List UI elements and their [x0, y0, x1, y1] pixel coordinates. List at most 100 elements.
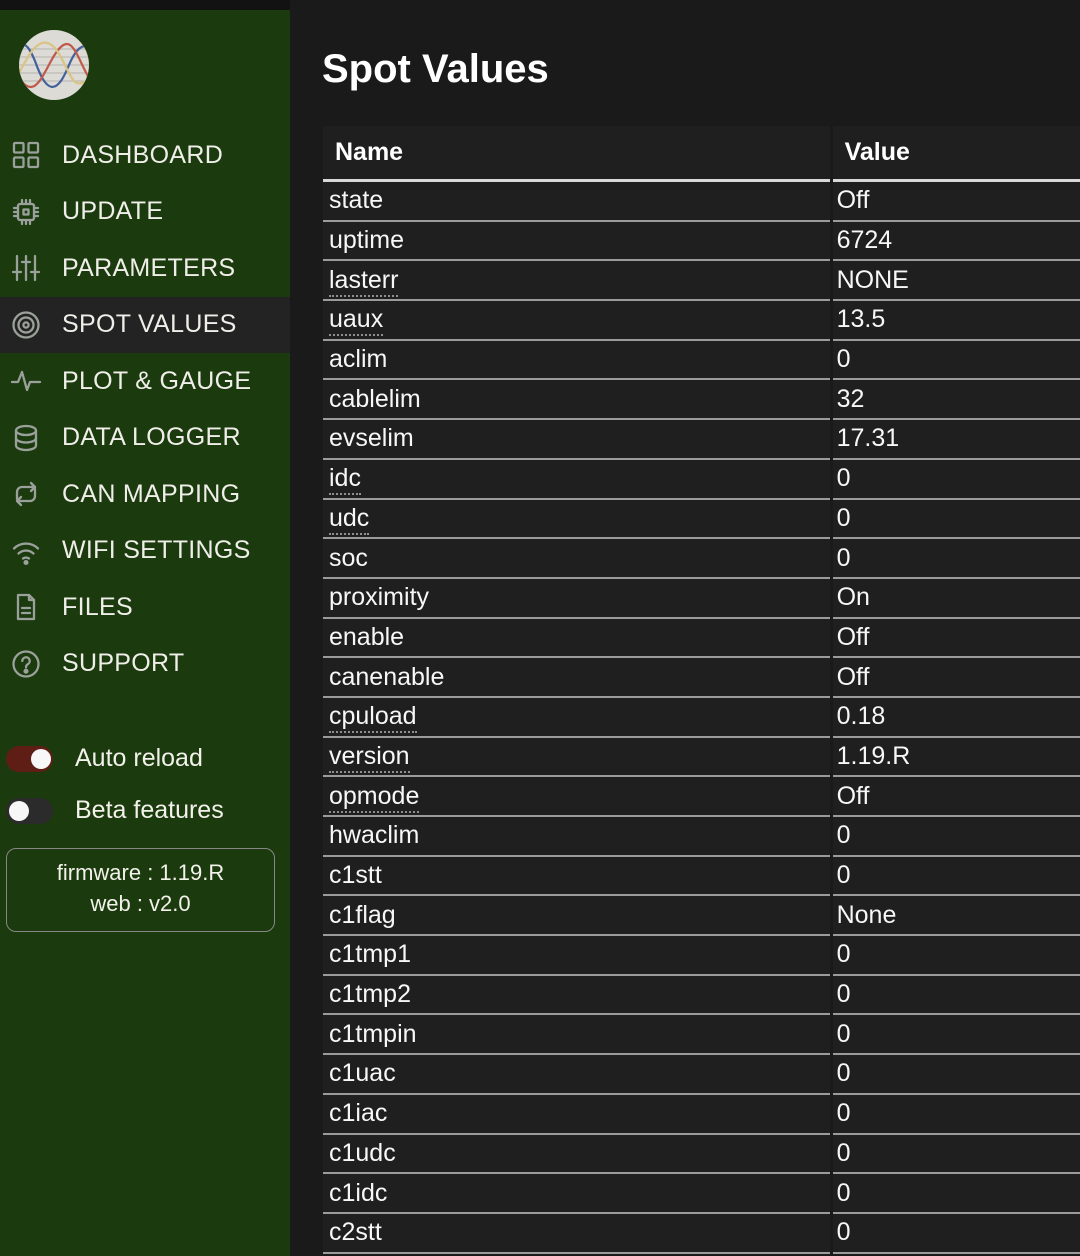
spot-name: canenable [329, 662, 445, 691]
spot-name: version [329, 741, 410, 773]
spot-value-cell: 0 [832, 936, 1080, 976]
firmware-version-box: firmware : 1.19.R web : v2.0 [6, 848, 275, 932]
spot-name: uptime [329, 226, 405, 255]
sidebar-item-label: SPOT VALUES [62, 310, 237, 339]
beta-features-toggle[interactable] [6, 797, 53, 824]
table-row: state Off [323, 182, 1080, 222]
table-row: c1iac 0 [323, 1094, 1080, 1135]
database-icon [10, 422, 42, 454]
spot-value-cell: 17.31 [832, 420, 1080, 460]
table-row: proximity On [323, 578, 1080, 619]
sidebar-item-update[interactable]: UPDATE [0, 184, 290, 241]
spot-name-cell: hwaclim [323, 817, 830, 857]
spot-name: cpuload [329, 702, 417, 734]
question-icon [10, 648, 42, 680]
auto-reload-toggle[interactable] [6, 745, 53, 772]
spot-name-cell: enable [323, 618, 830, 659]
spot-value-cell: 1.19.R [832, 737, 1080, 778]
table-row: c1tmp1 0 [323, 936, 1080, 976]
spot-name: c1flag [329, 900, 396, 929]
sidebar-item-label: PARAMETERS [62, 253, 236, 282]
table-row: evselim 17.31 [323, 420, 1080, 460]
spot-value-cell: 13.5 [832, 301, 1080, 341]
beta-features-toggle-label: Beta features [75, 796, 224, 824]
toggle-knob [9, 800, 29, 821]
sidebar-item-data-logger[interactable]: DATA LOGGER [0, 410, 290, 467]
spot-name: c1stt [329, 861, 382, 890]
sidebar-item-wifi-settings[interactable]: WIFI SETTINGS [0, 523, 290, 580]
spot-name-cell: c1tmpin [323, 1015, 830, 1056]
spot-name: c1uac [329, 1059, 396, 1088]
table-row: c1tmp2 0 [323, 975, 1080, 1016]
sidebar: DASHBOARD UPDATE PARAMETERS SPOT VALUES PLOT… [0, 10, 290, 1256]
table-row: c2stt 0 [323, 1213, 1080, 1254]
spot-name-cell: c1uac [323, 1055, 830, 1095]
spot-value-cell: 0 [832, 1094, 1080, 1135]
spot-value-cell: None [832, 896, 1080, 937]
sidebar-item-spot-values[interactable]: SPOT VALUES [0, 296, 290, 353]
column-header-name: Name [323, 126, 830, 182]
pulse-icon [10, 365, 42, 397]
page-title: Spot Values [322, 47, 549, 91]
spot-name: enable [329, 622, 405, 651]
table-row: udc 0 [323, 499, 1080, 540]
table-row: c1udc 0 [323, 1134, 1080, 1175]
sidebar-item-label: CAN MAPPING [62, 479, 241, 508]
spot-name-cell: aclim [323, 340, 830, 381]
spot-name: soc [329, 543, 368, 572]
chip-icon [10, 196, 42, 228]
table-row: canenable Off [323, 658, 1080, 698]
table-row: c1stt 0 [323, 856, 1080, 897]
file-icon [10, 591, 42, 623]
spot-name: proximity [329, 583, 430, 612]
spot-name-cell: cablelim [323, 380, 830, 421]
sidebar-item-can-mapping[interactable]: CAN MAPPING [0, 466, 290, 523]
column-header-value: Value [832, 126, 1080, 182]
spot-name-cell: soc [323, 539, 830, 579]
table-row: uptime 6724 [323, 221, 1080, 262]
spot-name-cell: canenable [323, 658, 830, 698]
firmware-version-line: firmware : 1.19.R [56, 860, 225, 885]
sidebar-nav: DASHBOARD UPDATE PARAMETERS SPOT VALUES PLOT… [0, 127, 290, 692]
spot-value-cell: 0 [832, 1134, 1080, 1175]
spot-name-cell: c1stt [323, 856, 830, 897]
spot-name-cell: c1tmp2 [323, 975, 830, 1016]
spot-name: udc [329, 503, 370, 535]
sidebar-item-label: SUPPORT [62, 649, 185, 678]
spot-name-cell: state [323, 182, 830, 222]
spot-value-cell: 0 [832, 817, 1080, 857]
spot-name-cell: idc [323, 459, 830, 500]
sidebar-item-files[interactable]: FILES [0, 579, 290, 636]
sidebar-item-dashboard[interactable]: DASHBOARD [0, 127, 290, 184]
spot-name: c2stt [329, 1218, 382, 1247]
spot-name: hwaclim [329, 821, 420, 850]
spot-value-cell: 0 [832, 340, 1080, 381]
sidebar-item-label: UPDATE [62, 197, 164, 226]
sidebar-item-parameters[interactable]: PARAMETERS [0, 240, 290, 297]
table-row: c1uac 0 [323, 1055, 1080, 1095]
wifi-icon [10, 535, 42, 567]
dashboard-icon [10, 139, 42, 171]
spot-name: c1tmp1 [329, 940, 411, 969]
spot-value-cell: 0 [832, 1213, 1080, 1254]
toggle-knob [31, 748, 51, 769]
spot-value-cell: 0 [832, 1055, 1080, 1095]
spot-name: cablelim [329, 384, 421, 413]
sidebar-item-label: PLOT & GAUGE [62, 366, 252, 395]
table-row: cpuload 0.18 [323, 697, 1080, 738]
sidebar-item-plot-gauge[interactable]: PLOT & GAUGE [0, 353, 290, 410]
table-row: uaux 13.5 [323, 301, 1080, 341]
spot-name-cell: c1tmp1 [323, 936, 830, 976]
spot-name-cell: uaux [323, 301, 830, 341]
table-row: enable Off [323, 618, 1080, 659]
repeat-icon [10, 478, 42, 510]
beta-features-toggle-row: Beta features [6, 796, 290, 825]
spot-name: c1iac [329, 1099, 388, 1128]
spot-name: uaux [329, 305, 384, 337]
table-row: c1tmpin 0 [323, 1015, 1080, 1056]
spot-value-cell: Off [832, 777, 1080, 817]
spot-value-cell: 0 [832, 856, 1080, 897]
table-row: hwaclim 0 [323, 817, 1080, 857]
sidebar-item-support[interactable]: SUPPORT [0, 636, 290, 693]
sidebar-item-label: DATA LOGGER [62, 423, 241, 452]
